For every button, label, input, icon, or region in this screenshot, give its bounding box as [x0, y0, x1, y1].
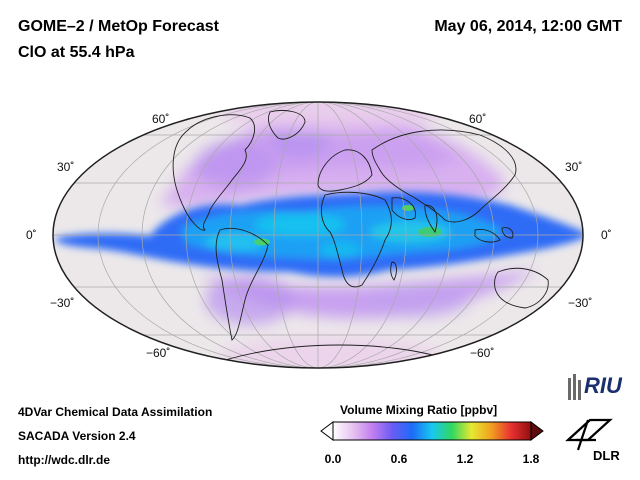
footer-method: 4DVar Chemical Data Assimilation [18, 405, 213, 419]
footer-url[interactable]: http://wdc.dlr.de [18, 453, 110, 467]
map-border [52, 101, 584, 369]
riu-logo: RIU [584, 373, 622, 398]
lat-label-right-m30: −30˚ [568, 296, 593, 310]
hotspot-west [254, 238, 270, 246]
dlr-logo: DLR [593, 448, 620, 463]
lat-label-right-60: 60˚ [469, 112, 487, 126]
world-map [52, 101, 584, 369]
colorbar-max-arrow [530, 421, 544, 441]
colorbar-tick-2: 1.2 [456, 452, 474, 466]
forecast-datetime: May 06, 2014, 12:00 GMT [434, 18, 622, 35]
page-title: GOME–2 / MetOp Forecast [18, 18, 219, 35]
colorbar-tick-3: 1.8 [522, 452, 540, 466]
hotspot-north [402, 205, 414, 211]
colorbar-tick-1: 0.6 [390, 452, 408, 466]
coastlines [172, 110, 549, 361]
lat-label-left-m30: −30˚ [50, 296, 75, 310]
lat-label-left-30: 30˚ [57, 160, 75, 174]
lat-label-left-60: 60˚ [152, 112, 170, 126]
colorbar-gradient [332, 421, 532, 441]
hotspot-east [418, 227, 442, 237]
lat-label-right-m60: −60˚ [470, 346, 495, 360]
clo-field [160, 102, 540, 368]
footer-version: SACADA Version 2.4 [18, 429, 136, 443]
colorbar-tick-0: 0.0 [324, 452, 342, 466]
lat-label-right-30: 30˚ [565, 160, 583, 174]
colorbar-title: Volume Mixing Ratio [ppbv] [340, 403, 498, 417]
dlr-wing-icon [565, 418, 613, 451]
colorbar-min-arrow [320, 421, 334, 441]
colorbar [320, 421, 544, 441]
lat-label-left-m60: −60˚ [146, 346, 171, 360]
lat-label-right-0: 0˚ [601, 228, 612, 242]
tropical-band [55, 191, 583, 277]
page-subtitle: ClO at 55.4 hPa [18, 44, 135, 61]
lat-label-left-0: 0˚ [26, 228, 37, 242]
cathedral-icon [568, 374, 581, 400]
